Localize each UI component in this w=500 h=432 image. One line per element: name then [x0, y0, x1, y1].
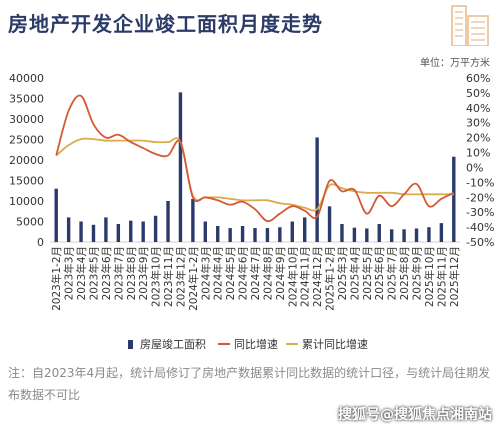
- legend-monthly-yoy-label: 同比增速: [234, 337, 278, 351]
- bar-completion-area: [203, 221, 208, 242]
- bar-completion-area: [352, 227, 357, 242]
- x-tick-label: 2023年7月: [112, 246, 125, 300]
- footnote: 注：自2023年4月起，统计局修订了房地产数据累计同比数据的统计口径，与统计局往…: [8, 366, 491, 402]
- x-tick-label: 2024年7月: [249, 246, 262, 300]
- y-left-tick-label: 0: [37, 236, 44, 249]
- x-tick-label: 2025年6月: [373, 246, 386, 300]
- x-tick-label: 2023年1-2月: [50, 246, 63, 311]
- y-right-tick-label: -50%: [466, 236, 494, 249]
- y-left-tick-label: 10000: [9, 195, 44, 208]
- y-right-tick-label: 0%: [466, 161, 483, 174]
- x-tick-label: 2025年11月: [435, 246, 448, 307]
- bar-completion-area: [439, 223, 444, 242]
- bar-completion-area: [141, 221, 145, 242]
- building-logo-icon: [451, 5, 489, 46]
- bar-completion-area: [228, 228, 232, 242]
- x-tick-label: 2024年11月: [299, 246, 312, 307]
- x-tick-label: 2025年10月: [423, 246, 436, 307]
- y-left-tick-label: 20000: [9, 154, 44, 167]
- x-tick-label: 2025年3月: [336, 246, 349, 300]
- y-right-tick-label: 50%: [466, 87, 490, 100]
- bar-completion-area: [427, 227, 431, 242]
- y-right-tick-label: -40%: [466, 221, 494, 234]
- y-right-tick-label: -20%: [466, 191, 494, 204]
- y-left-tick-label: 35000: [9, 93, 44, 106]
- unit-label: 单位：万平方米: [420, 58, 490, 69]
- bar-completion-area: [191, 198, 195, 242]
- y-right-tick-label: 60%: [466, 72, 490, 85]
- bar-completion-area: [315, 137, 319, 242]
- x-tick-label: 2025年7月: [386, 246, 399, 300]
- bar-completion-area: [54, 188, 58, 242]
- bar-completion-area: [265, 228, 270, 242]
- x-tick-label: 2023年12月: [174, 246, 187, 307]
- completion-area-chart: 0 5000 10000 15000 20000 25000 30000 35000 40000…: [9, 72, 494, 351]
- x-tick-label: 2024年4月: [212, 246, 225, 300]
- bar-completion-area: [240, 226, 245, 242]
- bar-completion-area: [166, 201, 170, 242]
- x-tick-label: 2023年11月: [162, 246, 175, 307]
- bar-completion-area: [66, 217, 71, 242]
- bar-completion-area: [414, 228, 419, 242]
- bar-completion-area: [290, 221, 294, 242]
- bar-completion-area: [116, 223, 121, 242]
- x-tick-label: 2023年8月: [125, 246, 138, 300]
- line-monthly-yoy: [55, 94, 455, 223]
- line-cumulative-yoy: [55, 137, 454, 212]
- x-tick-label: 2025年9月: [411, 246, 424, 300]
- y-left-tick-label: 15000: [9, 175, 44, 188]
- bar-completion-area: [104, 217, 108, 242]
- y-right-tick-label: -30%: [466, 206, 494, 219]
- bar-completion-area: [216, 226, 220, 242]
- x-tick-label: 2025年5月: [361, 246, 374, 300]
- x-tick-label: 2023年6月: [100, 246, 113, 300]
- x-tick-label: 2024年5月: [224, 246, 237, 300]
- x-tick-label: 2025年4月: [348, 246, 361, 300]
- x-tick-label: 2024年6月: [237, 246, 250, 300]
- bar-completion-area: [365, 228, 369, 242]
- x-tick-label: 2025年1-2月: [324, 246, 337, 311]
- x-tick-label: 2024年1-2月: [187, 246, 200, 311]
- y-right-tick-label: 40%: [466, 102, 490, 115]
- y-right-tick-label: 30%: [466, 117, 490, 130]
- x-tick-label: 2024年3月: [199, 246, 212, 300]
- bar-completion-area: [452, 156, 456, 242]
- x-tick-label: 2025年8月: [398, 246, 411, 300]
- bar-completion-area: [377, 223, 381, 242]
- legend-cumulative-yoy-label: 累计同比增速: [302, 337, 368, 351]
- bar-completion-area: [79, 221, 83, 242]
- watermark: 搜狐号@搜狐焦点湘南站: [338, 407, 492, 423]
- y-left-tick-label: 30000: [9, 113, 44, 126]
- bar-completion-area: [153, 215, 158, 242]
- bar-completion-area: [178, 92, 183, 242]
- x-tick-label: 2025年12月: [448, 246, 461, 307]
- y-right-tick-label: -10%: [466, 176, 494, 189]
- y-left-tick-label: 5000: [16, 216, 44, 229]
- x-tick-label: 2023年10月: [150, 246, 163, 307]
- bar-completion-area: [402, 229, 406, 242]
- x-tick-label: 2024年12月: [311, 246, 324, 307]
- bar-completion-area: [389, 229, 394, 242]
- bar-completion-area: [327, 206, 332, 242]
- bar-completion-area: [302, 217, 307, 242]
- legend-bar-swatch: [128, 340, 133, 349]
- x-tick-label: 2023年9月: [137, 246, 150, 300]
- y-left-tick-label: 25000: [9, 134, 44, 147]
- bar-completion-area: [91, 224, 96, 242]
- y-right-tick-label: 20%: [466, 132, 490, 145]
- bar-completion-area: [253, 228, 257, 242]
- y-right-tick-label: 10%: [466, 147, 490, 160]
- x-tick-label: 2023年5月: [87, 246, 100, 300]
- bar-completion-area: [278, 227, 282, 242]
- bar-completion-area: [129, 220, 133, 242]
- x-tick-label: 2024年9月: [274, 246, 287, 300]
- legend-bar-label: 房屋竣工面积: [140, 337, 206, 351]
- bar-completion-area: [340, 223, 344, 242]
- y-left-tick-label: 40000: [9, 72, 44, 85]
- x-tick-label: 2023年4月: [75, 246, 88, 300]
- x-tick-label: 2024年10月: [286, 246, 299, 307]
- x-tick-label: 2023年3月: [63, 246, 76, 300]
- x-tick-label: 2024年8月: [261, 246, 274, 300]
- chart-title: 房地产开发企业竣工面积月度走势: [8, 12, 323, 36]
